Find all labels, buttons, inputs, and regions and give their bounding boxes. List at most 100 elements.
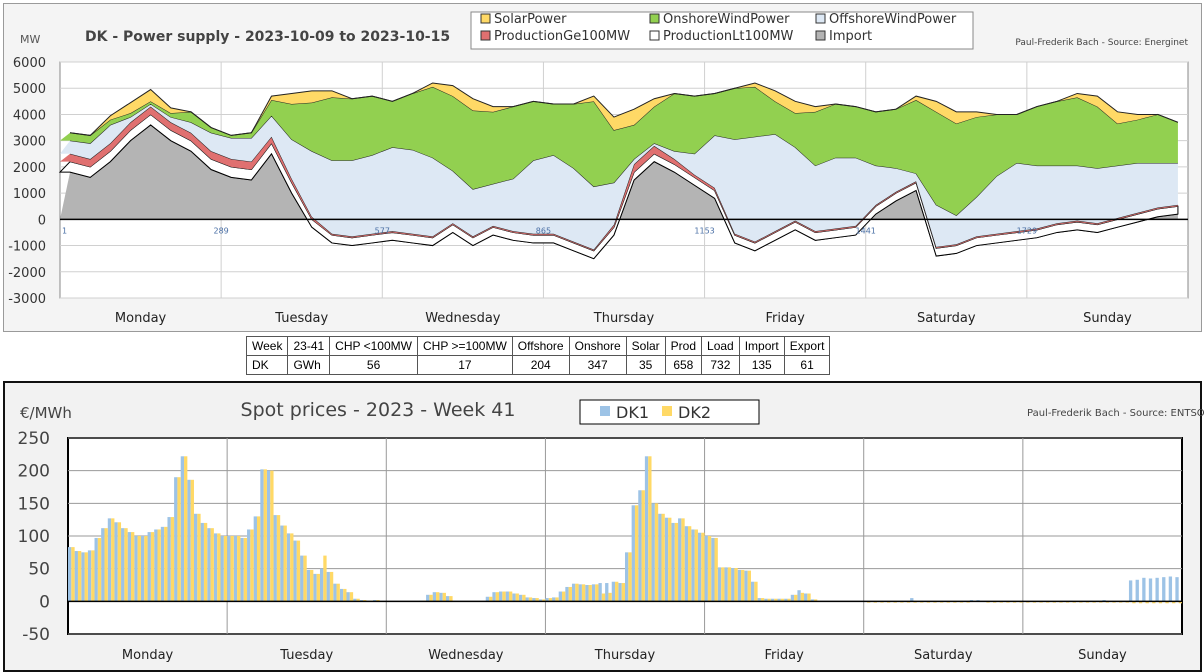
bar-DK1 bbox=[525, 597, 529, 602]
bar-DK1 bbox=[293, 540, 297, 602]
bar-DK2 bbox=[290, 533, 294, 602]
bar-DK2 bbox=[184, 456, 188, 602]
bar-DK1 bbox=[353, 598, 357, 602]
bar-DK2 bbox=[634, 505, 639, 602]
bar-DK2 bbox=[164, 526, 168, 602]
area-SolarPower bbox=[60, 82, 1178, 136]
bar-DK2 bbox=[727, 567, 732, 602]
y-tick-label: -3000 bbox=[8, 292, 46, 307]
bar-DK2 bbox=[316, 573, 320, 602]
table-cell: Import bbox=[738, 336, 785, 356]
bar-DK1 bbox=[1128, 580, 1133, 602]
bar-DK1 bbox=[306, 569, 311, 602]
bar-DK2 bbox=[522, 594, 526, 602]
y-tick-label: 4000 bbox=[13, 108, 46, 123]
bar-DK2 bbox=[230, 536, 234, 602]
bar-DK1 bbox=[631, 505, 635, 602]
bar-DK2 bbox=[223, 536, 228, 602]
bar-DK2 bbox=[681, 518, 685, 602]
bar-DK2 bbox=[177, 477, 181, 602]
y-tick-label: 0 bbox=[39, 592, 50, 612]
x-tick-label: 1441 bbox=[856, 226, 876, 235]
bar-DK1 bbox=[174, 477, 178, 602]
bar-DK1 bbox=[485, 596, 490, 602]
bar-DK1 bbox=[1168, 576, 1173, 602]
table-cell: CHP >=100MW bbox=[416, 336, 513, 356]
bar-DK2 bbox=[429, 594, 433, 602]
bar-DK1 bbox=[346, 592, 350, 602]
bar-DK2 bbox=[449, 596, 453, 602]
y-tick-label: -50 bbox=[22, 625, 50, 645]
day-label: Friday bbox=[764, 648, 804, 663]
bar-DK1 bbox=[333, 583, 337, 602]
bar-DK1 bbox=[625, 552, 629, 602]
bar-DK2 bbox=[648, 456, 652, 602]
bar-DK2 bbox=[528, 597, 533, 602]
bar-DK2 bbox=[276, 515, 281, 602]
bar-DK2 bbox=[97, 537, 102, 602]
y-tick-label: 0 bbox=[38, 213, 46, 228]
bar-DK2 bbox=[787, 598, 791, 602]
bar-DK1 bbox=[280, 525, 284, 602]
bar-DK2 bbox=[807, 593, 811, 602]
bar-DK2 bbox=[621, 583, 625, 602]
bar-DK2 bbox=[1172, 601, 1176, 604]
x-tick-label: 577 bbox=[375, 226, 390, 235]
bar-DK1 bbox=[545, 598, 549, 602]
day-label: Tuesday bbox=[279, 648, 333, 663]
day-label: Saturday bbox=[914, 648, 973, 663]
bar-DK1 bbox=[253, 516, 257, 602]
bar-DK2 bbox=[1178, 601, 1182, 604]
bar-DK1 bbox=[326, 571, 330, 602]
bar-DK2 bbox=[562, 591, 566, 602]
bar-DK2 bbox=[310, 569, 314, 602]
bar-DK1 bbox=[213, 533, 218, 602]
table-cell: 23-41 bbox=[287, 336, 331, 356]
table-cell: Solar bbox=[625, 336, 666, 356]
bar-DK1 bbox=[240, 537, 244, 602]
bar-DK2 bbox=[641, 490, 645, 602]
table-cell: 35 bbox=[625, 355, 666, 375]
bar-DK2 bbox=[71, 547, 75, 602]
bar-DK2 bbox=[137, 536, 141, 602]
bar-DK1 bbox=[724, 567, 728, 602]
bar-DK1 bbox=[611, 581, 616, 602]
day-label: Tuesday bbox=[274, 311, 328, 326]
table-cell: 204 bbox=[511, 355, 570, 375]
bar-DK2 bbox=[442, 592, 446, 602]
bar-DK1 bbox=[94, 537, 98, 602]
bar-DK1 bbox=[101, 528, 105, 602]
bar-DK1 bbox=[790, 594, 795, 602]
x-tick-label: 1729 bbox=[1017, 226, 1037, 235]
bar-DK1 bbox=[273, 515, 277, 602]
table-cell: GWh bbox=[287, 355, 331, 375]
summary-table: Week 23-41 CHP <100MW CHP >=100MW Offshore On… bbox=[245, 336, 831, 375]
y-tick-label: 100 bbox=[18, 527, 50, 547]
legend-swatch bbox=[480, 13, 491, 24]
bar-DK1 bbox=[339, 588, 344, 602]
y-tick-label: 150 bbox=[18, 494, 50, 514]
bar-DK2 bbox=[237, 536, 241, 602]
bar-DK2 bbox=[714, 537, 718, 602]
bar-DK2 bbox=[654, 503, 659, 602]
legend-box bbox=[470, 11, 974, 50]
legend-label: OffshoreWindPower bbox=[829, 12, 957, 27]
bar-DK2 bbox=[754, 581, 758, 602]
bar-DK1 bbox=[1175, 577, 1179, 602]
bar-DK1 bbox=[552, 597, 556, 602]
bar-DK1 bbox=[757, 598, 761, 602]
table-cell: 135 bbox=[738, 355, 785, 375]
bar-DK1 bbox=[810, 599, 814, 602]
bar-DK1 bbox=[499, 591, 503, 602]
legend-swatch bbox=[649, 30, 660, 41]
bar-DK2 bbox=[608, 592, 612, 602]
legend-label: DK1 bbox=[616, 403, 649, 422]
y-tick-label: 200 bbox=[18, 462, 50, 482]
bar-DK2 bbox=[349, 592, 354, 602]
table-cell: CHP <100MW bbox=[329, 336, 418, 356]
legend-label: DK2 bbox=[678, 403, 711, 422]
bar-DK1 bbox=[300, 555, 304, 602]
legend-label: SolarPower bbox=[494, 12, 567, 27]
bar-DK1 bbox=[193, 513, 198, 602]
bar-DK1 bbox=[711, 537, 715, 602]
